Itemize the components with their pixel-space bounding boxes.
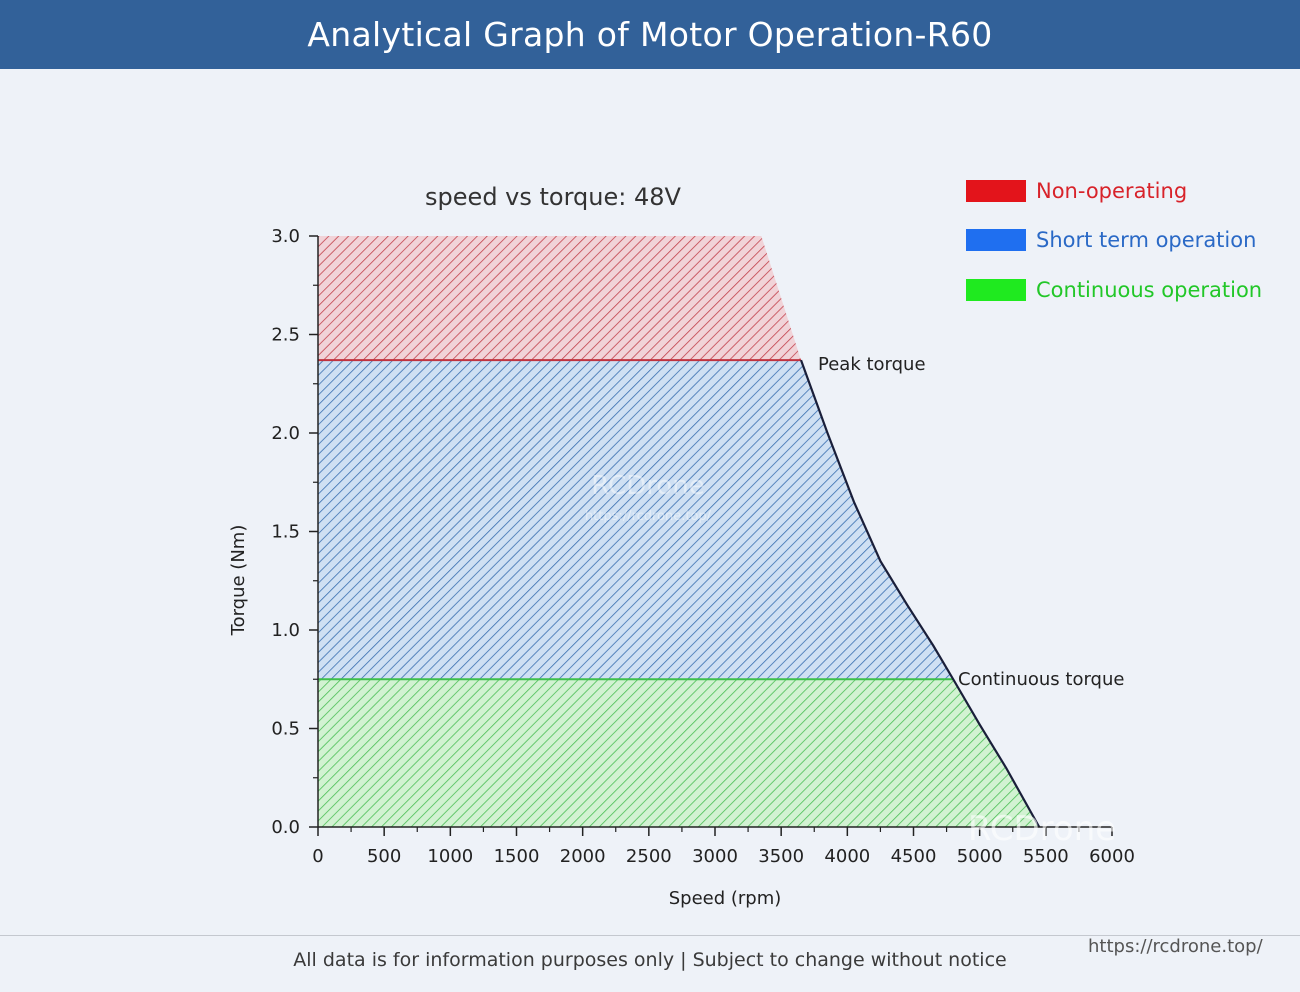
chart: 0 500 1000 1500 2000 2500 3000 3500 4000 4500 5000…: [228, 179, 1262, 909]
y-tick-label: 3.0: [271, 226, 300, 247]
chart-title: speed vs torque: 48V: [425, 183, 681, 211]
page-title: Analytical Graph of Motor Operation-R60: [307, 15, 993, 54]
footer-url: https://rcdrone.top/: [1088, 936, 1263, 957]
region-continuous-operation: [318, 679, 1040, 827]
footer-divider: [0, 935, 1300, 936]
x-tick-label: 6000: [1089, 846, 1135, 867]
y-axis-label: Torque (Nm): [228, 525, 249, 637]
header-bar: Analytical Graph of Motor Operation-R60: [0, 0, 1300, 69]
annotation-continuous-torque: Continuous torque: [958, 669, 1124, 690]
x-tick-label: 500: [367, 846, 401, 867]
x-tick-label: 2000: [560, 846, 606, 867]
y-tick-label: 0.5: [271, 719, 300, 740]
x-tick-label: 5000: [957, 846, 1003, 867]
legend-label-continuous: Continuous operation: [1036, 278, 1262, 302]
region-short-term-operation: [318, 360, 954, 680]
x-tick-label: 5500: [1023, 846, 1069, 867]
x-tick-label: 4000: [824, 846, 870, 867]
y-tick-label: 1.5: [271, 522, 300, 543]
y-tick-label: 2.0: [271, 423, 300, 444]
legend-label-short-term: Short term operation: [1036, 228, 1256, 252]
region-non-operating: [318, 236, 802, 361]
footer-disclaimer: All data is for information purposes onl…: [293, 949, 1007, 971]
legend-swatch-non-operating: [966, 180, 1026, 202]
x-tick-label: 0: [312, 846, 323, 867]
watermark-center-url: https://rcdrone.top/: [585, 509, 712, 524]
legend: Non-operating Short term operation Conti…: [966, 179, 1262, 302]
x-tick-label: 2500: [626, 846, 672, 867]
limit-curve-line: [799, 359, 1041, 828]
x-tick-label: 3000: [692, 846, 738, 867]
y-tick-label: 2.5: [271, 325, 300, 346]
x-tick-label: 1500: [494, 846, 540, 867]
legend-swatch-short-term: [966, 229, 1026, 251]
y-tick-label: 0.0: [271, 817, 300, 838]
x-axis-label: Speed (rpm): [669, 888, 782, 909]
legend-swatch-continuous: [966, 279, 1026, 301]
x-tick-label: 3500: [758, 846, 804, 867]
watermark-center: RCDrone: [591, 471, 704, 501]
annotation-peak-torque: Peak torque: [818, 354, 926, 375]
watermark-corner: RCDrone: [968, 809, 1116, 849]
x-tick-label: 4500: [891, 846, 937, 867]
x-tick-label: 1000: [427, 846, 473, 867]
legend-label-non-operating: Non-operating: [1036, 179, 1187, 203]
y-tick-label: 1.0: [271, 620, 300, 641]
